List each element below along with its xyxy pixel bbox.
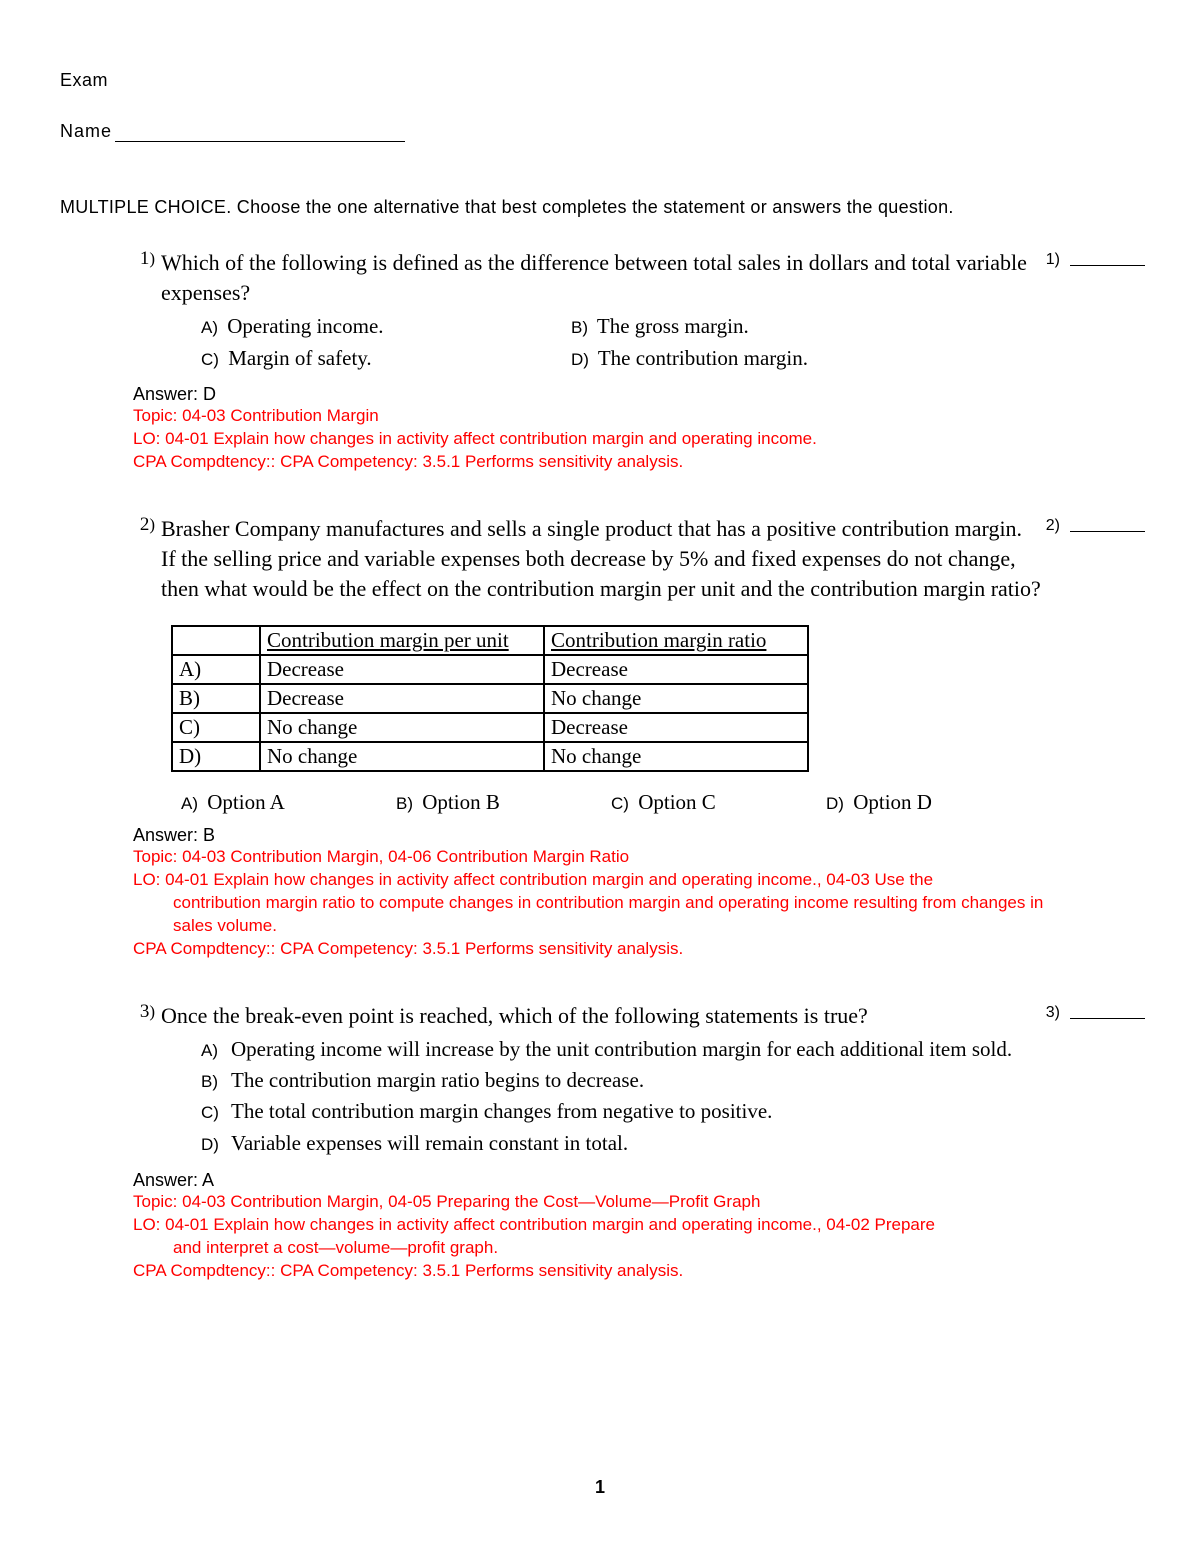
answer-blank-2: 2) — [1046, 517, 1145, 535]
answer: Answer: A — [133, 1170, 1140, 1191]
choices: A)Operating income will increase by the … — [201, 1035, 1140, 1159]
question-text: Once the break-even point is reached, wh… — [161, 1001, 1041, 1031]
answer-line-2[interactable] — [1070, 517, 1145, 532]
answer: Answer: D — [133, 384, 1140, 405]
question-1: 1) 1) Which of the following is defined … — [125, 248, 1140, 474]
table-row: A)DecreaseDecrease — [172, 655, 808, 684]
table-row: D)No changeNo change — [172, 742, 808, 771]
page-number: 1 — [0, 1477, 1200, 1498]
table-row: B)DecreaseNo change — [172, 684, 808, 713]
answer: Answer: B — [133, 825, 1140, 846]
choice-a[interactable]: A)Operating income will increase by the … — [201, 1035, 1051, 1064]
answer-line-1[interactable] — [1070, 251, 1145, 266]
option-a[interactable]: A) Option A — [181, 790, 396, 815]
option-b[interactable]: B) Option B — [396, 790, 611, 815]
name-row: Name — [60, 121, 1140, 142]
table-row: C)No changeDecrease — [172, 713, 808, 742]
table-header: Contribution margin ratio — [544, 626, 808, 655]
choice-a[interactable]: A) Operating income. — [201, 311, 571, 343]
question-3: 3) 3) Once the break-even point is reach… — [125, 1001, 1140, 1283]
cpa-competency: CPA Compdtency:: CPA Competency: 3.5.1 P… — [133, 1260, 1053, 1283]
question-number: 3) — [125, 1001, 161, 1023]
answer-blank-3: 3) — [1046, 1004, 1145, 1022]
question-text: Which of the following is defined as the… — [161, 248, 1041, 307]
answer-blank-1: 1) — [1046, 251, 1145, 269]
name-label: Name — [60, 121, 112, 142]
table-header — [172, 626, 260, 655]
name-input-line[interactable] — [115, 123, 405, 142]
answer-line-3[interactable] — [1070, 1004, 1145, 1019]
learning-objective: LO: 04-01 Explain how changes in activit… — [133, 428, 1053, 451]
exam-page: Exam Name MULTIPLE CHOICE. Choose the on… — [0, 0, 1200, 1553]
question-text: Brasher Company manufactures and sells a… — [161, 514, 1041, 603]
cpa-competency: CPA Compdtency:: CPA Competency: 3.5.1 P… — [133, 451, 1053, 474]
choice-c[interactable]: C) Margin of safety. — [201, 343, 571, 375]
choice-b[interactable]: B) The gross margin. — [571, 311, 941, 343]
option-d[interactable]: D) Option D — [826, 790, 1041, 815]
topic: Topic: 04-03 Contribution Margin, 04-06 … — [133, 846, 1053, 869]
topic: Topic: 04-03 Contribution Margin — [133, 405, 1053, 428]
question-number: 1) — [125, 248, 161, 270]
choice-d[interactable]: D) The contribution margin. — [571, 343, 941, 375]
instructions: MULTIPLE CHOICE. Choose the one alternat… — [60, 197, 1140, 218]
choices: A) Operating income. C) Margin of safety… — [201, 311, 1140, 374]
choice-d[interactable]: D)Variable expenses will remain constant… — [201, 1129, 1051, 1158]
table-header-row: Contribution margin per unit Contributio… — [172, 626, 808, 655]
learning-objective: LO: 04-01 Explain how changes in activit… — [133, 869, 1053, 938]
inline-options: A) Option A B) Option B C) Option C D) O… — [181, 790, 1140, 815]
option-c[interactable]: C) Option C — [611, 790, 826, 815]
table-header: Contribution margin per unit — [260, 626, 544, 655]
question-2: 2) 2) Brasher Company manufactures and s… — [125, 514, 1140, 961]
exam-label: Exam — [60, 70, 1140, 91]
options-table: Contribution margin per unit Contributio… — [171, 625, 809, 772]
topic: Topic: 04-03 Contribution Margin, 04-05 … — [133, 1191, 1053, 1214]
cpa-competency: CPA Compdtency:: CPA Competency: 3.5.1 P… — [133, 938, 1053, 961]
choice-c[interactable]: C)The total contribution margin changes … — [201, 1097, 1051, 1126]
choice-b[interactable]: B)The contribution margin ratio begins t… — [201, 1066, 1051, 1095]
question-number: 2) — [125, 514, 161, 536]
learning-objective: LO: 04-01 Explain how changes in activit… — [133, 1214, 1053, 1260]
